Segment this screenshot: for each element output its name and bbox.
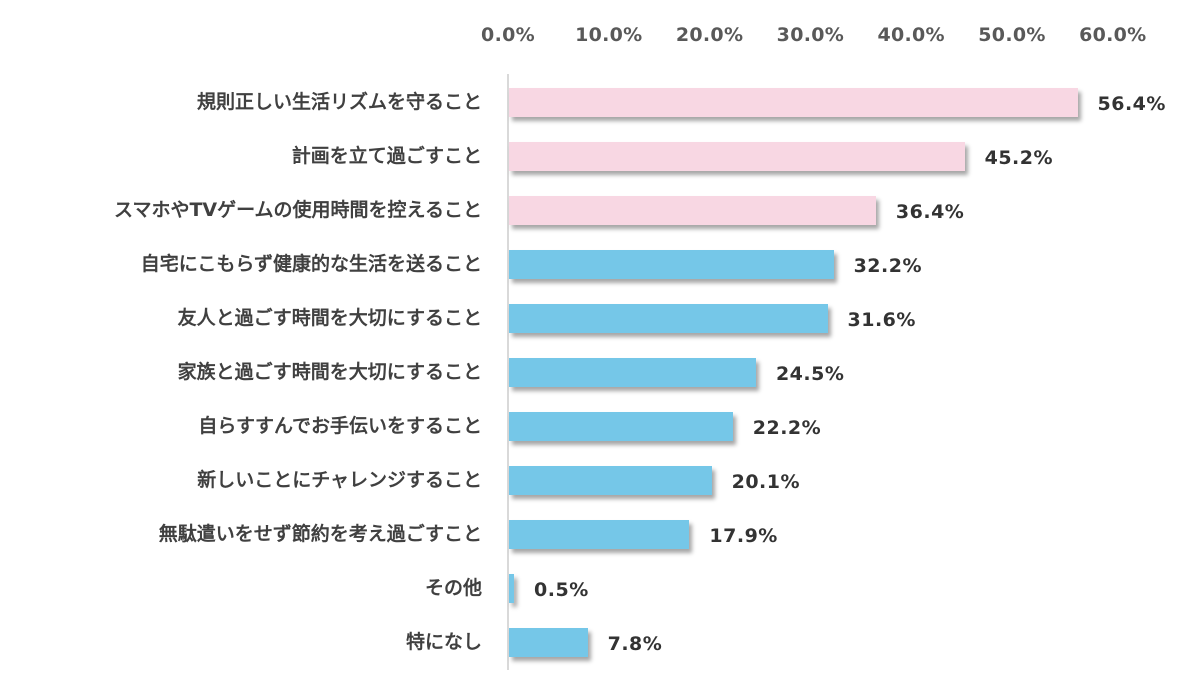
bar [509,520,690,549]
bar-row: 特になし 7.8% [0,628,1200,657]
category-label: 特になし [405,631,482,653]
x-tick-label: 50.0% [978,24,1046,46]
bar-row: 規則正しい生活リズムを守ること 56.4% [0,88,1200,117]
category-label: 友人と過ごす時間を大切にすること [177,307,482,329]
bar [509,142,965,171]
bar-row: 自らすすんでお手伝いをすること 22.2% [0,412,1200,441]
bar-row: 自宅にこもらず健康的な生活を送ること 32.2% [0,250,1200,279]
value-label: 36.4% [895,201,965,223]
category-label: 計画を立て過ごすこと [291,145,482,167]
bar [509,466,712,495]
y-axis-line [507,74,509,670]
bar [509,358,756,387]
bar [509,196,876,225]
bar [509,304,828,333]
bar [509,88,1078,117]
x-tick-label: 10.0% [575,24,643,46]
bar-row: その他 0.5% [0,574,1200,603]
x-tick-label: 20.0% [675,24,744,46]
value-label: 22.2% [752,417,822,439]
category-label: 無駄遣いをせず節約を考え過ごすこと [158,523,482,545]
x-tick-label: 60.0% [1079,24,1147,46]
category-label: 家族と過ごす時間を大切にすること [177,361,482,383]
bar-row: 計画を立て過ごすこと 45.2% [0,142,1200,171]
category-label: 規則正しい生活リズムを守ること [196,91,482,113]
bar-row: 新しいことにチャレンジすること 20.1% [0,466,1200,495]
category-label: 自らすすんでお手伝いをすること [198,415,482,437]
category-label: 新しいことにチャレンジすること [197,469,482,491]
value-label: 0.5% [534,579,589,601]
category-label: スマホやTVゲームの使用時間を控えること [114,199,482,221]
bar [509,574,515,603]
x-tick-label: 40.0% [877,24,945,46]
x-tick-label: 0.0% [481,24,535,46]
bar [509,250,834,279]
bar [509,412,733,441]
value-label: 56.4% [1097,93,1166,115]
value-label: 7.8% [607,633,663,655]
category-label: 自宅にこもらず健康的な生活を送ること [140,253,482,275]
bar [509,628,588,657]
value-label: 20.1% [731,471,801,493]
value-label: 31.6% [847,309,916,331]
value-label: 32.2% [853,255,922,277]
value-label: 17.9% [709,525,778,547]
value-label: 24.5% [775,363,845,385]
category-label: その他 [424,577,482,599]
bar-row: 無駄遣いをせず節約を考え過ごすこと 17.9% [0,520,1200,549]
bar-row: 家族と過ごす時間を大切にすること 24.5% [0,358,1200,387]
value-label: 45.2% [984,147,1054,169]
bar-row: スマホやTVゲームの使用時間を控えること 36.4% [0,196,1200,225]
bar-row: 友人と過ごす時間を大切にすること 31.6% [0,304,1200,333]
x-tick-label: 30.0% [776,24,845,46]
